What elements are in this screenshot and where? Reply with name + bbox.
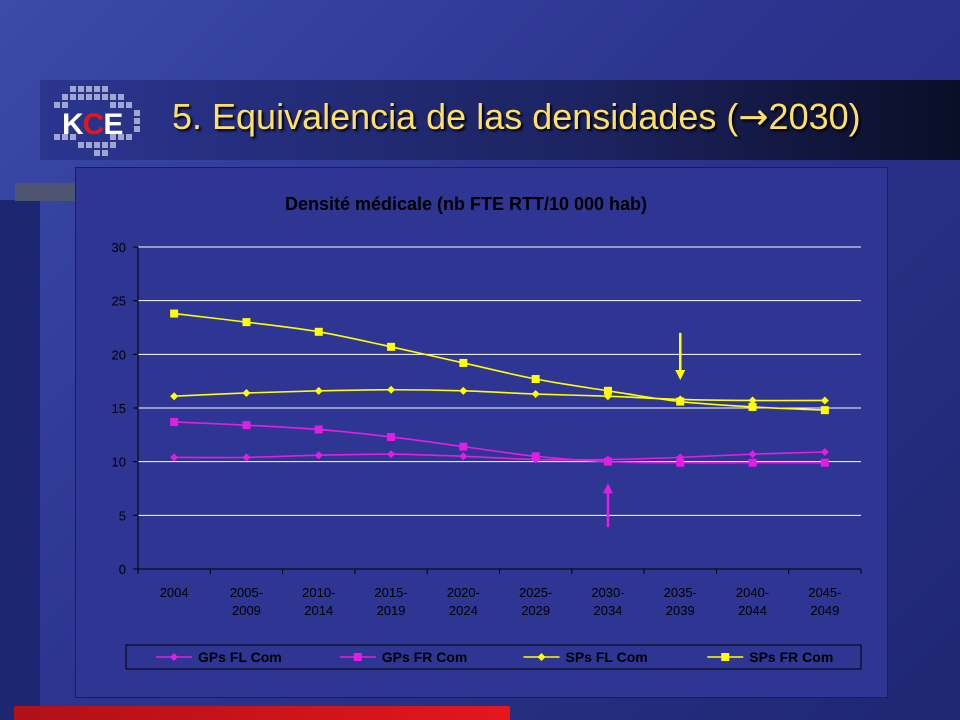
side-tab-decor [15,183,75,201]
legend: GPs FL Com GPs FR Com SPs FL Com SPs FR Com [125,644,862,670]
legend-entry: GPs FR Com [339,649,468,665]
y-tick-label: 5 [119,508,126,523]
legend-label: SPs FL Com [566,649,648,665]
x-tick-label: 2035-2039 [664,585,697,618]
data-point [459,358,468,367]
bottom-red-bar [14,706,510,720]
y-tick-label: 30 [112,240,126,255]
data-point [387,385,396,394]
series-sps-fr-com [170,309,829,415]
data-point [531,390,540,399]
data-point [676,458,685,467]
legend-marker [537,653,546,661]
x-tick-labels: 2004 2005-2009 2010-2014 2015-2019 2020-2024… [160,585,842,618]
series-gps-fr-com [170,417,829,467]
data-point [314,425,323,434]
axes [133,246,862,574]
left-decor-strip [0,200,40,720]
chart-frame: Densité médicale (nb FTE RTT/10 000 hab)… [75,167,888,698]
data-point [820,406,829,415]
legend-box [125,644,862,670]
x-tick-label: 2030-2034 [591,585,624,618]
data-point [242,388,251,397]
x-tick-label: 2025-2029 [519,585,552,618]
x-tick-label: 2020-2024 [447,585,480,618]
x-tick-label: 2005-2009 [230,585,263,618]
data-point [387,450,396,459]
legend-label: GPs FL Com [198,649,282,665]
data-point [820,458,829,467]
data-point [459,452,468,461]
y-tick-label: 15 [112,401,126,416]
x-tick-label: 2015-2019 [374,585,407,618]
title-band [40,80,960,160]
data-point [531,452,540,461]
data-point [387,432,396,441]
x-tick-label: 2004 [160,585,189,600]
data-point [748,450,757,459]
density-line-chart: Densité médicale (nb FTE RTT/10 000 hab)… [112,194,862,670]
data-point [603,386,612,395]
x-tick-label: 2045-2049 [808,585,841,618]
data-point [170,453,179,462]
kce-logo-text: KCE [62,108,123,141]
data-point [748,396,757,405]
data-point [170,417,179,426]
up-arrow-icon [602,483,613,528]
series-group [170,309,829,467]
data-point [459,386,468,395]
title-arrow-icon: → [738,97,769,138]
data-point [531,375,540,384]
series-line [174,388,825,402]
down-arrow-icon [675,332,686,380]
x-tick-label: 2040-2044 [736,585,769,618]
series-sps-fl-com [170,385,829,405]
data-point [242,421,251,430]
data-point [387,342,396,351]
slide-title: 5. Equivalencia de las densidades (→2030… [172,96,861,138]
title-suffix: 2030) [768,96,861,137]
data-point [748,402,757,411]
chart-title: Densité médicale (nb FTE RTT/10 000 hab) [285,194,647,214]
legend-entry: SPs FL Com [523,649,648,665]
data-point [748,458,757,467]
y-tick-label: 10 [112,455,126,470]
legend-marker [170,653,178,661]
arrow-head [602,483,613,494]
series-line [174,451,825,461]
legend-label: SPs FR Com [749,649,833,665]
legend-label: GPs FR Com [382,649,468,665]
kce-logo [54,86,140,156]
data-point [820,396,829,405]
annotation-arrows [602,332,686,528]
gridlines [138,246,861,516]
title-prefix: 5. Equivalencia de las densidades ( [172,96,739,137]
arrow-head [675,369,686,380]
y-tick-label: 20 [112,347,126,362]
data-point [242,453,251,462]
data-point [170,309,179,318]
legend-entry: SPs FR Com [707,649,833,665]
series-line [174,421,825,464]
data-point [676,397,685,406]
data-point [314,386,323,395]
y-tick-label: 25 [112,294,126,309]
legend-entry: GPs FL Com [156,649,282,665]
legend-marker [721,653,730,661]
x-tick-label: 2010-2014 [302,585,335,618]
data-point [314,327,323,336]
data-point [170,392,179,401]
series-line [174,312,825,411]
y-tick-labels: 0 5 10 15 20 25 30 [112,240,126,577]
data-point [603,457,612,466]
data-point [820,448,829,457]
data-point [459,442,468,451]
data-point [314,451,323,460]
y-tick-label: 0 [119,562,126,577]
data-point [242,318,251,327]
legend-marker [353,653,362,661]
